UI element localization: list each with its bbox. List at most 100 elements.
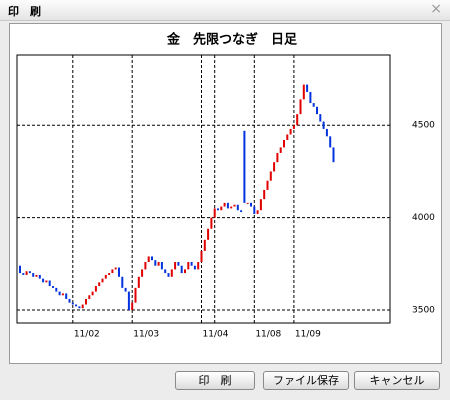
candle (167, 273, 170, 277)
candle (217, 208, 219, 211)
candle (58, 291, 61, 296)
candle (263, 189, 266, 200)
candle (177, 262, 180, 266)
candle (220, 206, 223, 211)
candle (164, 269, 167, 274)
candle (78, 306, 81, 309)
candle (243, 130, 246, 203)
candle (312, 103, 315, 107)
candle (85, 298, 87, 305)
candle (75, 304, 78, 307)
candle (61, 293, 64, 296)
candle (134, 287, 137, 303)
candle (200, 250, 203, 263)
candle (184, 269, 186, 274)
candle (309, 91, 312, 104)
candle (101, 278, 104, 283)
candle (286, 134, 289, 141)
candle (137, 276, 140, 288)
save-file-button[interactable]: ファイル保存 (263, 371, 349, 390)
candle (223, 202, 226, 207)
candle (32, 273, 35, 277)
candle (121, 276, 124, 288)
candle (276, 152, 279, 163)
candle (48, 280, 51, 287)
candle (111, 269, 114, 274)
candle (269, 171, 272, 181)
candle (42, 278, 45, 283)
candle (91, 291, 94, 296)
candle (127, 291, 130, 311)
candle (289, 128, 292, 135)
candle (230, 206, 233, 209)
candle (250, 202, 252, 207)
candle (65, 293, 68, 299)
plot-frame (16, 54, 391, 324)
candle (210, 217, 213, 229)
candle (322, 121, 325, 129)
candle (174, 262, 177, 270)
candle (279, 147, 282, 153)
candle (296, 114, 299, 126)
candle (193, 265, 196, 270)
candle (306, 84, 309, 92)
candle (131, 302, 134, 311)
candle (266, 180, 269, 190)
candle (19, 265, 21, 274)
candle (124, 287, 127, 292)
candle (329, 136, 332, 148)
candle (28, 271, 31, 274)
candle (253, 206, 256, 214)
candle (98, 282, 101, 287)
candle (226, 202, 229, 209)
chart-title: 金 先限つなぎ 日足 (166, 32, 298, 48)
y-tick-label: 4000 (412, 213, 435, 223)
candle (283, 140, 285, 148)
candle (108, 273, 111, 275)
candle (203, 239, 206, 251)
print-button[interactable]: 印 刷 (175, 371, 255, 390)
candle (187, 262, 190, 270)
candle (197, 262, 200, 270)
candle (45, 280, 48, 283)
candle (190, 262, 193, 266)
title-bar: 印 刷 × (0, 0, 450, 21)
candle (299, 99, 302, 115)
y-tick-label: 4500 (412, 121, 435, 131)
candle (316, 106, 318, 115)
candle (71, 302, 74, 305)
candle (325, 128, 328, 137)
candle (302, 84, 305, 100)
candle (104, 274, 107, 279)
candle (207, 228, 210, 240)
candle (88, 295, 91, 299)
candle (213, 208, 216, 218)
candle (52, 286, 54, 288)
candle (236, 204, 239, 211)
candle (22, 273, 25, 275)
candle (180, 265, 183, 274)
candle (38, 274, 41, 279)
candle (332, 147, 335, 163)
cancel-button[interactable]: キャンセル (354, 371, 440, 390)
candle (144, 262, 147, 270)
candle (25, 271, 28, 275)
y-tick-label: 3500 (412, 306, 435, 316)
candle (157, 262, 160, 266)
close-button[interactable]: × (430, 1, 442, 17)
candle (81, 304, 84, 309)
candle (170, 269, 173, 277)
candle (160, 262, 163, 270)
candle (55, 287, 58, 292)
window-title: 印 刷 (8, 5, 41, 18)
candle (292, 125, 295, 129)
candle (151, 256, 153, 261)
candle (273, 162, 276, 172)
chart-panel (9, 23, 442, 364)
x-tick-label: 11/02 (74, 330, 100, 340)
candle (246, 202, 249, 204)
candle (233, 204, 236, 207)
x-tick-label: 11/04 (203, 330, 229, 340)
candle (259, 199, 262, 211)
